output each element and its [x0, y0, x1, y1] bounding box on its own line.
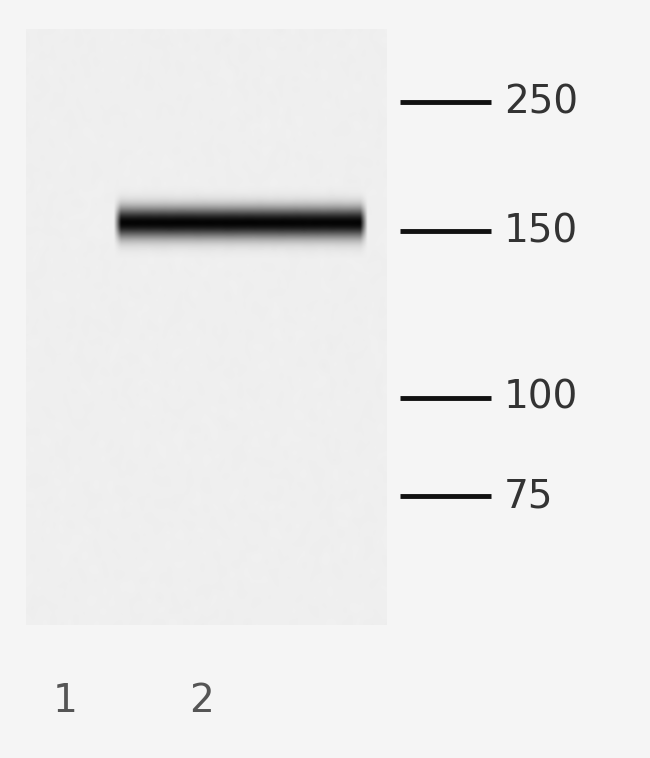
Text: 150: 150 — [504, 212, 578, 250]
Text: 100: 100 — [504, 379, 578, 417]
Text: 2: 2 — [189, 682, 214, 720]
Text: 250: 250 — [504, 83, 578, 121]
Text: 1: 1 — [53, 682, 77, 720]
Text: 75: 75 — [504, 478, 553, 515]
